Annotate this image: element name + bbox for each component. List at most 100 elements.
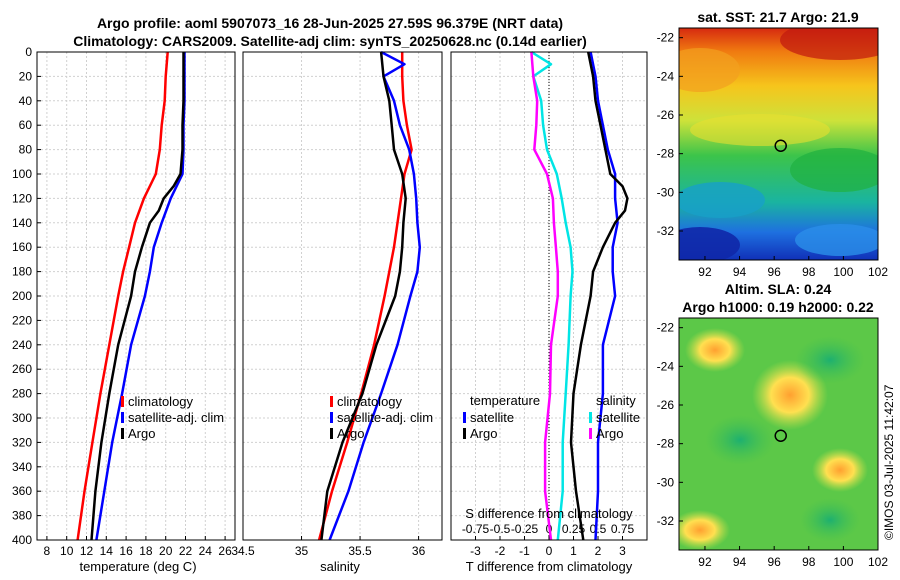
x-tick-label: 35.5: [348, 544, 372, 558]
y-tick-label: 360: [12, 484, 32, 498]
salinity-panel: 34.5 35 35.5 36: [231, 50, 443, 558]
difference-panel: -3 -2 -1 0 1 2 3-0.75 -0.5 -0.25 0 0.25 0.5 0.75: [450, 50, 648, 558]
x-tick-label: 34.5: [231, 544, 255, 558]
map-y-tick-label: -28: [657, 147, 675, 161]
sdiff-tick-label: 0.5: [590, 522, 607, 536]
x-tick-label: 16: [119, 544, 133, 558]
legend-label-climatology: climatology: [128, 394, 194, 409]
sdiff-tick-label: -0.75: [462, 522, 490, 536]
y-tick-label: 340: [12, 460, 32, 474]
y-tick-label: 40: [19, 94, 33, 108]
series-line-salinity-satellite: [530, 50, 574, 541]
y-tick-label: 120: [12, 191, 32, 205]
y-tick-label: 80: [19, 143, 33, 157]
sla-low-patch: [795, 336, 865, 384]
map-x-tick-label: 94: [733, 555, 747, 569]
y-tick-label: 160: [12, 240, 32, 254]
sla-low-patch: [800, 498, 860, 542]
map-x-tick-label: 94: [733, 265, 747, 279]
map-y-tick-label: -26: [657, 108, 675, 122]
y-tick-label: 20: [19, 69, 33, 83]
map-x-tick-label: 100: [833, 555, 853, 569]
sst-map-title: sat. SST: 21.7 Argo: 21.9: [697, 9, 859, 25]
x-tick-label: 10: [60, 544, 74, 558]
difference-legend: temperature satellite Argo salinity sate…: [463, 393, 640, 441]
x-tick-label: 14: [100, 544, 114, 558]
y-tick-label: 280: [12, 387, 32, 401]
sdiff-tick-label: 0.25: [562, 522, 586, 536]
temperature-panel: 8 10 12 14 16 18 20 22 24 26: [36, 51, 236, 558]
sst-map: [679, 28, 878, 260]
series-line-climatology: [76, 51, 169, 541]
map-y-tick-label: -24: [657, 69, 675, 83]
x-tick-label: 8: [44, 544, 51, 558]
sst-cold-patch: [795, 224, 878, 256]
y-tick-label: 220: [12, 313, 32, 327]
sst-map-frame: [678, 27, 879, 261]
sdiff-tick-label: -0.5: [490, 522, 511, 536]
legend-swatch-sargo: [589, 428, 592, 439]
legend-label-argo: Argo: [128, 426, 155, 441]
y-tick-label: 260: [12, 362, 32, 376]
map-x-tick-label: 102: [868, 555, 888, 569]
x-tick-label: -1: [519, 544, 530, 558]
series-line-argo: [90, 52, 185, 541]
x-tick-label: 0: [546, 544, 553, 558]
sla-high-patch: [685, 328, 745, 372]
argo-location-marker: [774, 139, 787, 152]
x-tick-label: 12: [80, 544, 94, 558]
legend-title-temperature: temperature: [470, 393, 540, 408]
legend-swatch-ssatellite: [589, 412, 592, 423]
y-tick-label: 320: [12, 435, 32, 449]
map-x-tick-label: 96: [767, 555, 781, 569]
map-y-tick-label: -32: [657, 514, 675, 528]
map-x-tick-label: 102: [868, 265, 888, 279]
depth-axis: 0 20 40 60 80 100 120 140 160 180 200 220 240 260 280 3…: [12, 45, 41, 547]
panel-frame: [242, 51, 443, 541]
legend-swatch-argo: [121, 428, 124, 439]
legend-swatch-targo: [463, 428, 466, 439]
legend-title-salinity: salinity: [596, 393, 636, 408]
legend-swatch-satellite: [330, 412, 333, 423]
salinity-xlabel: salinity: [320, 559, 360, 574]
legend-label-satellite: satellite-adj. clim: [337, 410, 433, 425]
map-x-tick-label: 96: [767, 265, 781, 279]
legend-swatch-climatology: [121, 396, 124, 407]
y-tick-label: 0: [25, 45, 32, 59]
map-y-tick-label: -28: [657, 437, 675, 451]
map-y-tick-label: -30: [657, 185, 675, 199]
x-tick-label: -3: [470, 544, 481, 558]
map-x-tick-label: 98: [802, 555, 816, 569]
sst-warm-patch: [679, 48, 740, 92]
legend-label-climatology: climatology: [337, 394, 403, 409]
x-tick-label: 18: [139, 544, 153, 558]
legend-label-satellite: satellite-adj. clim: [128, 410, 224, 425]
sst-cool-patch: [679, 182, 765, 218]
sla-map-frame: [678, 317, 879, 551]
sla-high-patch: [812, 448, 868, 492]
map-y-tick-label: -22: [657, 31, 675, 45]
map-y-tick-label: -26: [657, 398, 675, 412]
sla-high-patch: [679, 510, 730, 550]
map-y-tick-label: -24: [657, 359, 675, 373]
tdiff-xlabel: T difference from climatology: [466, 559, 633, 574]
title-line1: Argo profile: aoml 5907073_16 28-Jun-202…: [97, 15, 563, 31]
series-line-argo: [320, 51, 407, 541]
y-tick-label: 60: [19, 118, 33, 132]
sst-mid-patch: [690, 114, 830, 146]
legend-swatch-argo: [330, 428, 333, 439]
legend-label-targo: Argo: [470, 426, 497, 441]
y-tick-label: 300: [12, 411, 32, 425]
series-line-climatology: [317, 52, 413, 541]
map-y-tick-label: -32: [657, 224, 675, 238]
sst-cold-patch: [679, 227, 740, 260]
x-tick-label: 2: [595, 544, 602, 558]
x-tick-label: 3: [619, 544, 626, 558]
x-tick-label: 22: [179, 544, 193, 558]
argo-location-marker: [774, 429, 787, 442]
x-tick-label: -2: [495, 544, 506, 558]
map-x-tick-label: 100: [833, 265, 853, 279]
y-tick-label: 140: [12, 216, 32, 230]
legend-swatch-satellite: [121, 412, 124, 423]
